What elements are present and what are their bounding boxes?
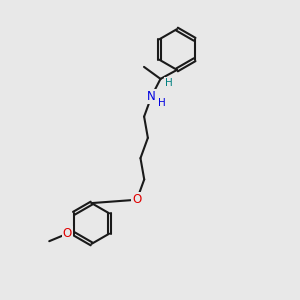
Text: O: O: [132, 193, 142, 206]
Text: H: H: [165, 77, 173, 88]
Text: O: O: [63, 227, 72, 240]
Text: H: H: [158, 98, 166, 108]
Text: N: N: [147, 90, 156, 103]
